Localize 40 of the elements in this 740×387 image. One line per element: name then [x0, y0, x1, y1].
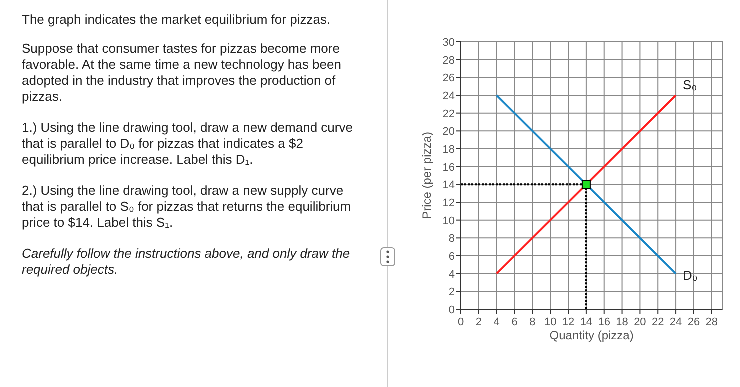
- x-tick-label: 8: [530, 316, 536, 328]
- y-tick-label: 6: [448, 251, 455, 263]
- y-tick-label: 24: [442, 90, 455, 102]
- y-tick-label: 0: [448, 304, 455, 316]
- x-tick-label: 20: [634, 316, 646, 328]
- text: Suppose that consumer tastes for pizzas become more favorable. At the same time a new technology has been adopted in the industry that improves the production of pizzas.: [22, 41, 342, 105]
- x-tick-label: 28: [706, 316, 718, 328]
- y-tick-label: 12: [442, 198, 455, 210]
- x-tick-label: 24: [670, 316, 682, 328]
- text: 1.) Using the line drawing tool, draw a new demand curve that is parallel to D₀ for pizzas that indicates a $2 equilibrium price increase. Label this D₁.: [22, 120, 354, 168]
- x-axis-title: Quantity (pizza): [550, 328, 634, 342]
- y-tick-label: 2: [448, 286, 455, 299]
- text: 2.) Using the line drawing tool, draw a new supply curve that is parallel to S₀ for pizzas that returns the equilibrium price to $14. Label this S₁.: [22, 183, 352, 231]
- x-tick-label: 14: [580, 316, 593, 328]
- y-tick-label: 30: [442, 37, 455, 49]
- x-tick-label: 16: [598, 316, 610, 328]
- y-axis-title: Price (per pizza): [420, 132, 434, 220]
- text: Carefully follow the instructions above, and only draw the required objects.: [22, 246, 352, 278]
- y-tick-label: 28: [442, 54, 455, 67]
- x-tick-label: 2: [476, 316, 482, 328]
- y-tick-label: 26: [442, 72, 455, 85]
- y-tick-label: 14: [442, 180, 455, 192]
- x-tick-label: 4: [494, 316, 500, 328]
- x-tick-label: 26: [688, 316, 700, 328]
- x-tick-label: 12: [562, 316, 575, 328]
- y-tick-label: 4: [448, 268, 455, 281]
- series-label: S₀: [683, 78, 698, 92]
- y-tick-label: 20: [442, 126, 455, 138]
- x-tick-label: 6: [512, 316, 518, 328]
- y-tick-label: 10: [442, 215, 455, 228]
- text: The graph indicates the market equilibrium for pizzas.: [22, 12, 332, 28]
- y-tick-label: 22: [442, 108, 455, 120]
- y-tick-label: 16: [442, 162, 455, 174]
- y-tick-label: 8: [448, 233, 455, 246]
- x-tick-label: 10: [544, 316, 557, 328]
- x-tick-label: 22: [652, 316, 664, 328]
- y-tick-label: 18: [442, 144, 455, 156]
- series-label: D₀: [683, 268, 698, 283]
- x-tick-label: 0: [458, 316, 464, 328]
- x-tick-label: 18: [616, 316, 628, 328]
